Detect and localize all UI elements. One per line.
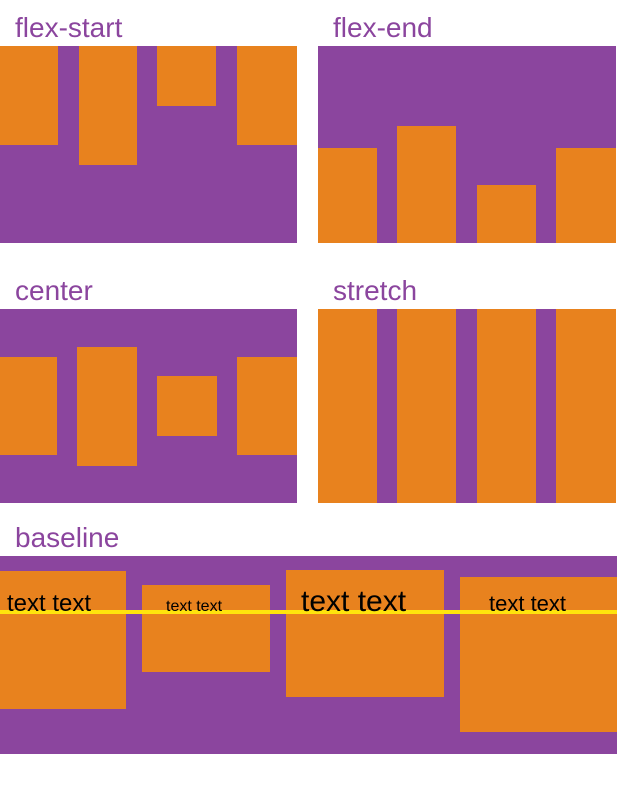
flex-end-flex-item — [318, 148, 377, 243]
panel-title-stretch: stretch — [333, 275, 418, 306]
stretch-flex-item — [476, 309, 536, 503]
flex-container-baseline: text text text text text text text text — [0, 556, 617, 754]
panel-title-baseline: baseline — [15, 522, 120, 553]
center-flex-item — [237, 357, 297, 455]
panel-title-center: center — [15, 275, 93, 306]
row-3: baseline text text text text text text text… — [0, 522, 617, 754]
panel-flex-start: flex-start — [0, 0, 297, 243]
flex-item-text: text text — [301, 585, 407, 618]
panel-flex-end: flex-end — [318, 0, 616, 243]
flex-start-flex-item — [236, 46, 297, 145]
panel-title-flex-start: flex-start — [15, 12, 123, 43]
center-flex-item — [0, 357, 57, 455]
panel-stretch: stretch — [318, 243, 616, 503]
flex-container-flex-end — [318, 46, 616, 243]
stretch-flex-item — [397, 309, 457, 503]
flex-item-text: text text — [489, 591, 567, 616]
baseline-flex-item: text text — [0, 571, 126, 709]
baseline-flex-item: text text — [142, 585, 270, 672]
baseline-flex-item: text text — [286, 570, 444, 697]
flex-item-text: text text — [166, 598, 223, 615]
baseline-flex-item: text text — [460, 577, 617, 732]
flex-start-flex-item — [157, 46, 217, 106]
flexbox-align-items-demo-page: flex-start flex-end center stretch basel… — [0, 0, 617, 754]
center-flex-item — [77, 346, 137, 466]
panel-baseline: baseline text text text text text text text… — [0, 522, 617, 754]
flex-start-flex-item — [0, 46, 58, 145]
stretch-flex-item — [318, 309, 377, 503]
flex-start-flex-item — [78, 46, 137, 165]
stretch-flex-item — [555, 309, 616, 503]
baseline-indicator-line — [0, 610, 617, 614]
flex-container-center — [0, 309, 297, 503]
panel-center: center — [0, 243, 297, 503]
flex-container-flex-start — [0, 46, 297, 243]
panel-title-flex-end: flex-end — [333, 12, 433, 43]
flex-end-flex-item — [397, 126, 457, 243]
center-flex-item — [157, 376, 217, 436]
flex-container-stretch — [318, 309, 616, 503]
row-1: flex-start flex-end — [0, 0, 617, 243]
flex-item-text: text text — [7, 590, 92, 617]
flex-end-flex-item — [476, 185, 536, 243]
row-2: center stretch — [0, 243, 617, 503]
flex-end-flex-item — [555, 148, 616, 243]
